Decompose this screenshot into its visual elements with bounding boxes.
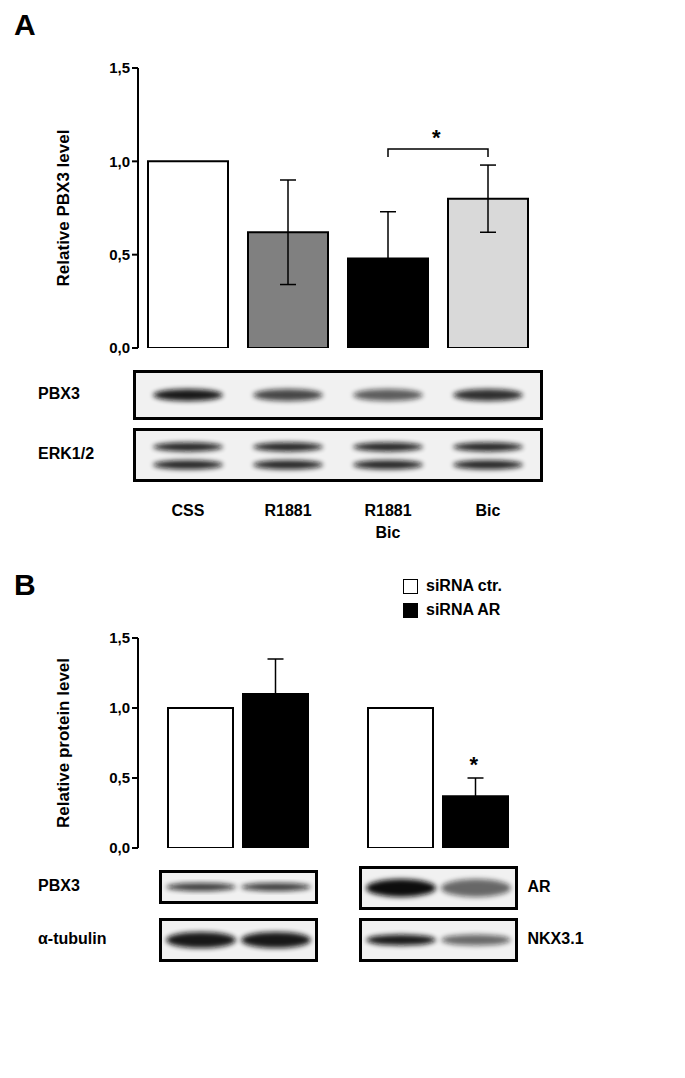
- html-text:R1881: R1881: [364, 502, 412, 519]
- html-text:AR: AR: [527, 878, 551, 895]
- html-text:PBX3: PBX3: [38, 385, 80, 402]
- html-text:ERK1/2: ERK1/2: [38, 445, 94, 462]
- html-text:Bic: Bic: [475, 502, 501, 519]
- html-text:Bic: Bic: [375, 524, 401, 541]
- svg-text:1,5: 1,5: [109, 629, 130, 646]
- html-text:A: A: [14, 8, 36, 41]
- svg-text:Relative PBX3 level: Relative PBX3 level: [54, 130, 73, 287]
- svg-text:Relative protein level: Relative protein level: [54, 658, 73, 828]
- html-text:CSS: CSS: [171, 502, 205, 519]
- svg-text:0,5: 0,5: [109, 246, 130, 263]
- svg-text:0,0: 0,0: [109, 839, 130, 856]
- html-text:siRNA AR: siRNA AR: [426, 601, 501, 618]
- svg-text:1,0: 1,0: [109, 153, 130, 170]
- html-text:B: B: [14, 568, 36, 601]
- svg-text:0,0: 0,0: [109, 339, 130, 356]
- html-text:siRNA ctr.: siRNA ctr.: [426, 577, 502, 594]
- svg-text:1,0: 1,0: [109, 699, 130, 716]
- html-text:R1881: R1881: [264, 502, 312, 519]
- html-text:PBX3: PBX3: [38, 877, 80, 894]
- html-text:α-tubulin: α-tubulin: [38, 930, 107, 947]
- html-text:NKX3.1: NKX3.1: [527, 930, 584, 947]
- svg-text:0,5: 0,5: [109, 769, 130, 786]
- svg-text:1,5: 1,5: [109, 59, 130, 76]
